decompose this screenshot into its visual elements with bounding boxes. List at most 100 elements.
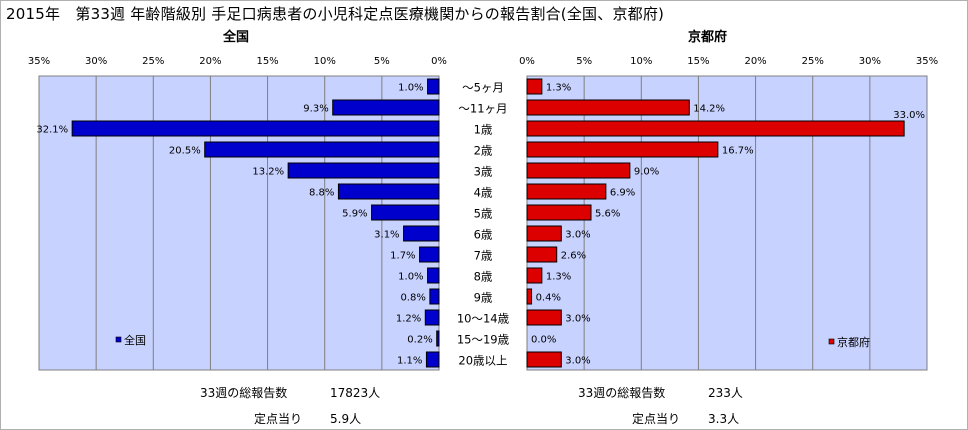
- kyoto-per-site-label: 定点当り: [632, 412, 681, 426]
- kyoto-data-label: 3.0%: [565, 230, 590, 241]
- national-bar: [436, 330, 440, 347]
- kyoto-x-tick-label: 35%: [916, 56, 938, 67]
- national-data-label: 32.1%: [36, 125, 68, 136]
- national-bar: [204, 141, 440, 158]
- national-data-label: 0.2%: [407, 335, 432, 346]
- category-label: 5歳: [474, 207, 493, 221]
- national-bar: [371, 204, 440, 221]
- category-label: 9歳: [474, 291, 493, 305]
- kyoto-data-label: 5.6%: [595, 209, 620, 220]
- category-label: 10〜14歳: [457, 312, 510, 326]
- kyoto-data-label: 0.4%: [536, 293, 561, 304]
- kyoto-bar: [526, 78, 543, 95]
- kyoto-x-tick-label: 30%: [859, 56, 881, 67]
- national-panel-title: 全国: [223, 30, 250, 45]
- kyoto-x-tick-label: 10%: [630, 56, 652, 67]
- kyoto-data-label: 1.3%: [546, 83, 571, 94]
- kyoto-data-label: 6.9%: [610, 188, 635, 199]
- national-bar: [337, 183, 440, 200]
- kyoto-bar: [526, 288, 533, 305]
- kyoto-data-label: 3.0%: [565, 314, 590, 325]
- national-x-tick-label: 25%: [142, 56, 164, 67]
- kyoto-data-label: 14.2%: [693, 104, 725, 115]
- kyoto-data-label: 33.0%: [893, 110, 925, 121]
- national-bar: [427, 78, 440, 95]
- category-label: 20歳以上: [458, 354, 507, 368]
- category-label: 2歳: [474, 144, 493, 158]
- national-data-label: 0.8%: [400, 293, 425, 304]
- national-plot-area: [38, 75, 440, 371]
- national-bar: [71, 120, 440, 137]
- kyoto-bar: [526, 351, 562, 368]
- national-bar: [419, 246, 440, 263]
- category-label: 〜11ヶ月: [458, 102, 507, 116]
- kyoto-bar: [526, 267, 543, 284]
- category-label: 〜5ヶ月: [462, 81, 504, 95]
- national-data-label: 5.9%: [342, 209, 367, 220]
- kyoto-legend-label: 京都府: [837, 335, 870, 349]
- kyoto-bar: [526, 141, 719, 158]
- national-data-label: 1.0%: [398, 83, 423, 94]
- category-label: 7歳: [474, 249, 493, 263]
- national-bar: [424, 309, 440, 326]
- national-x-tick-label: 35%: [28, 56, 50, 67]
- national-per-site-label: 定点当り: [254, 412, 303, 426]
- national-x-tick-label: 20%: [199, 56, 221, 67]
- kyoto-data-label: 9.0%: [634, 167, 659, 178]
- kyoto-x-tick-label: 0%: [519, 56, 535, 67]
- category-label: 3歳: [474, 165, 493, 179]
- kyoto-per-site-value: 3.3人: [708, 412, 740, 426]
- kyoto-data-label: 16.7%: [722, 146, 754, 157]
- kyoto-total-label: 33週の総報告数: [578, 386, 666, 400]
- category-label: 15〜19歳: [457, 333, 510, 347]
- kyoto-data-label: 2.6%: [561, 251, 586, 262]
- kyoto-x-tick-label: 15%: [687, 56, 709, 67]
- kyoto-bar: [526, 99, 690, 116]
- kyoto-bar: [526, 204, 592, 221]
- kyoto-total-value: 233人: [708, 386, 743, 400]
- national-bar: [427, 267, 440, 284]
- national-data-label: 1.2%: [396, 314, 421, 325]
- national-data-label: 3.1%: [374, 230, 399, 241]
- national-bar: [429, 288, 440, 305]
- national-x-tick-label: 10%: [314, 56, 336, 67]
- national-data-label: 1.7%: [390, 251, 415, 262]
- kyoto-bar: [526, 183, 607, 200]
- national-legend-label: 全国: [124, 333, 146, 347]
- national-data-label: 1.0%: [398, 272, 423, 283]
- kyoto-bar: [526, 309, 562, 326]
- national-x-tick-label: 15%: [256, 56, 278, 67]
- national-legend-swatch: [115, 336, 122, 343]
- kyoto-bar: [526, 162, 631, 179]
- kyoto-legend-swatch: [828, 338, 835, 345]
- kyoto-bar: [526, 120, 905, 137]
- national-x-tick-label: 0%: [431, 56, 447, 67]
- national-bar: [425, 351, 440, 368]
- national-data-label: 1.1%: [397, 356, 422, 367]
- category-label: 1歳: [474, 123, 493, 137]
- national-bar: [332, 99, 440, 116]
- kyoto-x-tick-label: 25%: [802, 56, 824, 67]
- kyoto-data-label: 0.0%: [531, 335, 556, 346]
- national-x-tick-label: 30%: [85, 56, 107, 67]
- national-data-label: 13.2%: [252, 167, 284, 178]
- national-data-label: 20.5%: [169, 146, 201, 157]
- national-total-label: 33週の総報告数: [200, 386, 288, 400]
- category-label: 8歳: [474, 270, 493, 284]
- kyoto-panel-title: 京都府: [688, 30, 728, 45]
- national-total-value: 17823人: [330, 386, 381, 400]
- category-label: 6歳: [474, 228, 493, 242]
- kyoto-x-tick-label: 5%: [576, 56, 592, 67]
- national-bar: [287, 162, 440, 179]
- kyoto-data-label: 1.3%: [546, 272, 571, 283]
- category-label: 4歳: [474, 186, 493, 200]
- kyoto-bar: [526, 225, 562, 242]
- kyoto-plot-area: [526, 75, 928, 371]
- kyoto-data-label: 3.0%: [565, 356, 590, 367]
- kyoto-x-tick-label: 20%: [744, 56, 766, 67]
- national-data-label: 8.8%: [309, 188, 334, 199]
- national-bar: [403, 225, 440, 242]
- chart-title: 2015年 第33週 年齢階級別 手足口病患者の小児科定点医療機関からの報告割合…: [6, 5, 665, 23]
- national-x-tick-label: 5%: [374, 56, 390, 67]
